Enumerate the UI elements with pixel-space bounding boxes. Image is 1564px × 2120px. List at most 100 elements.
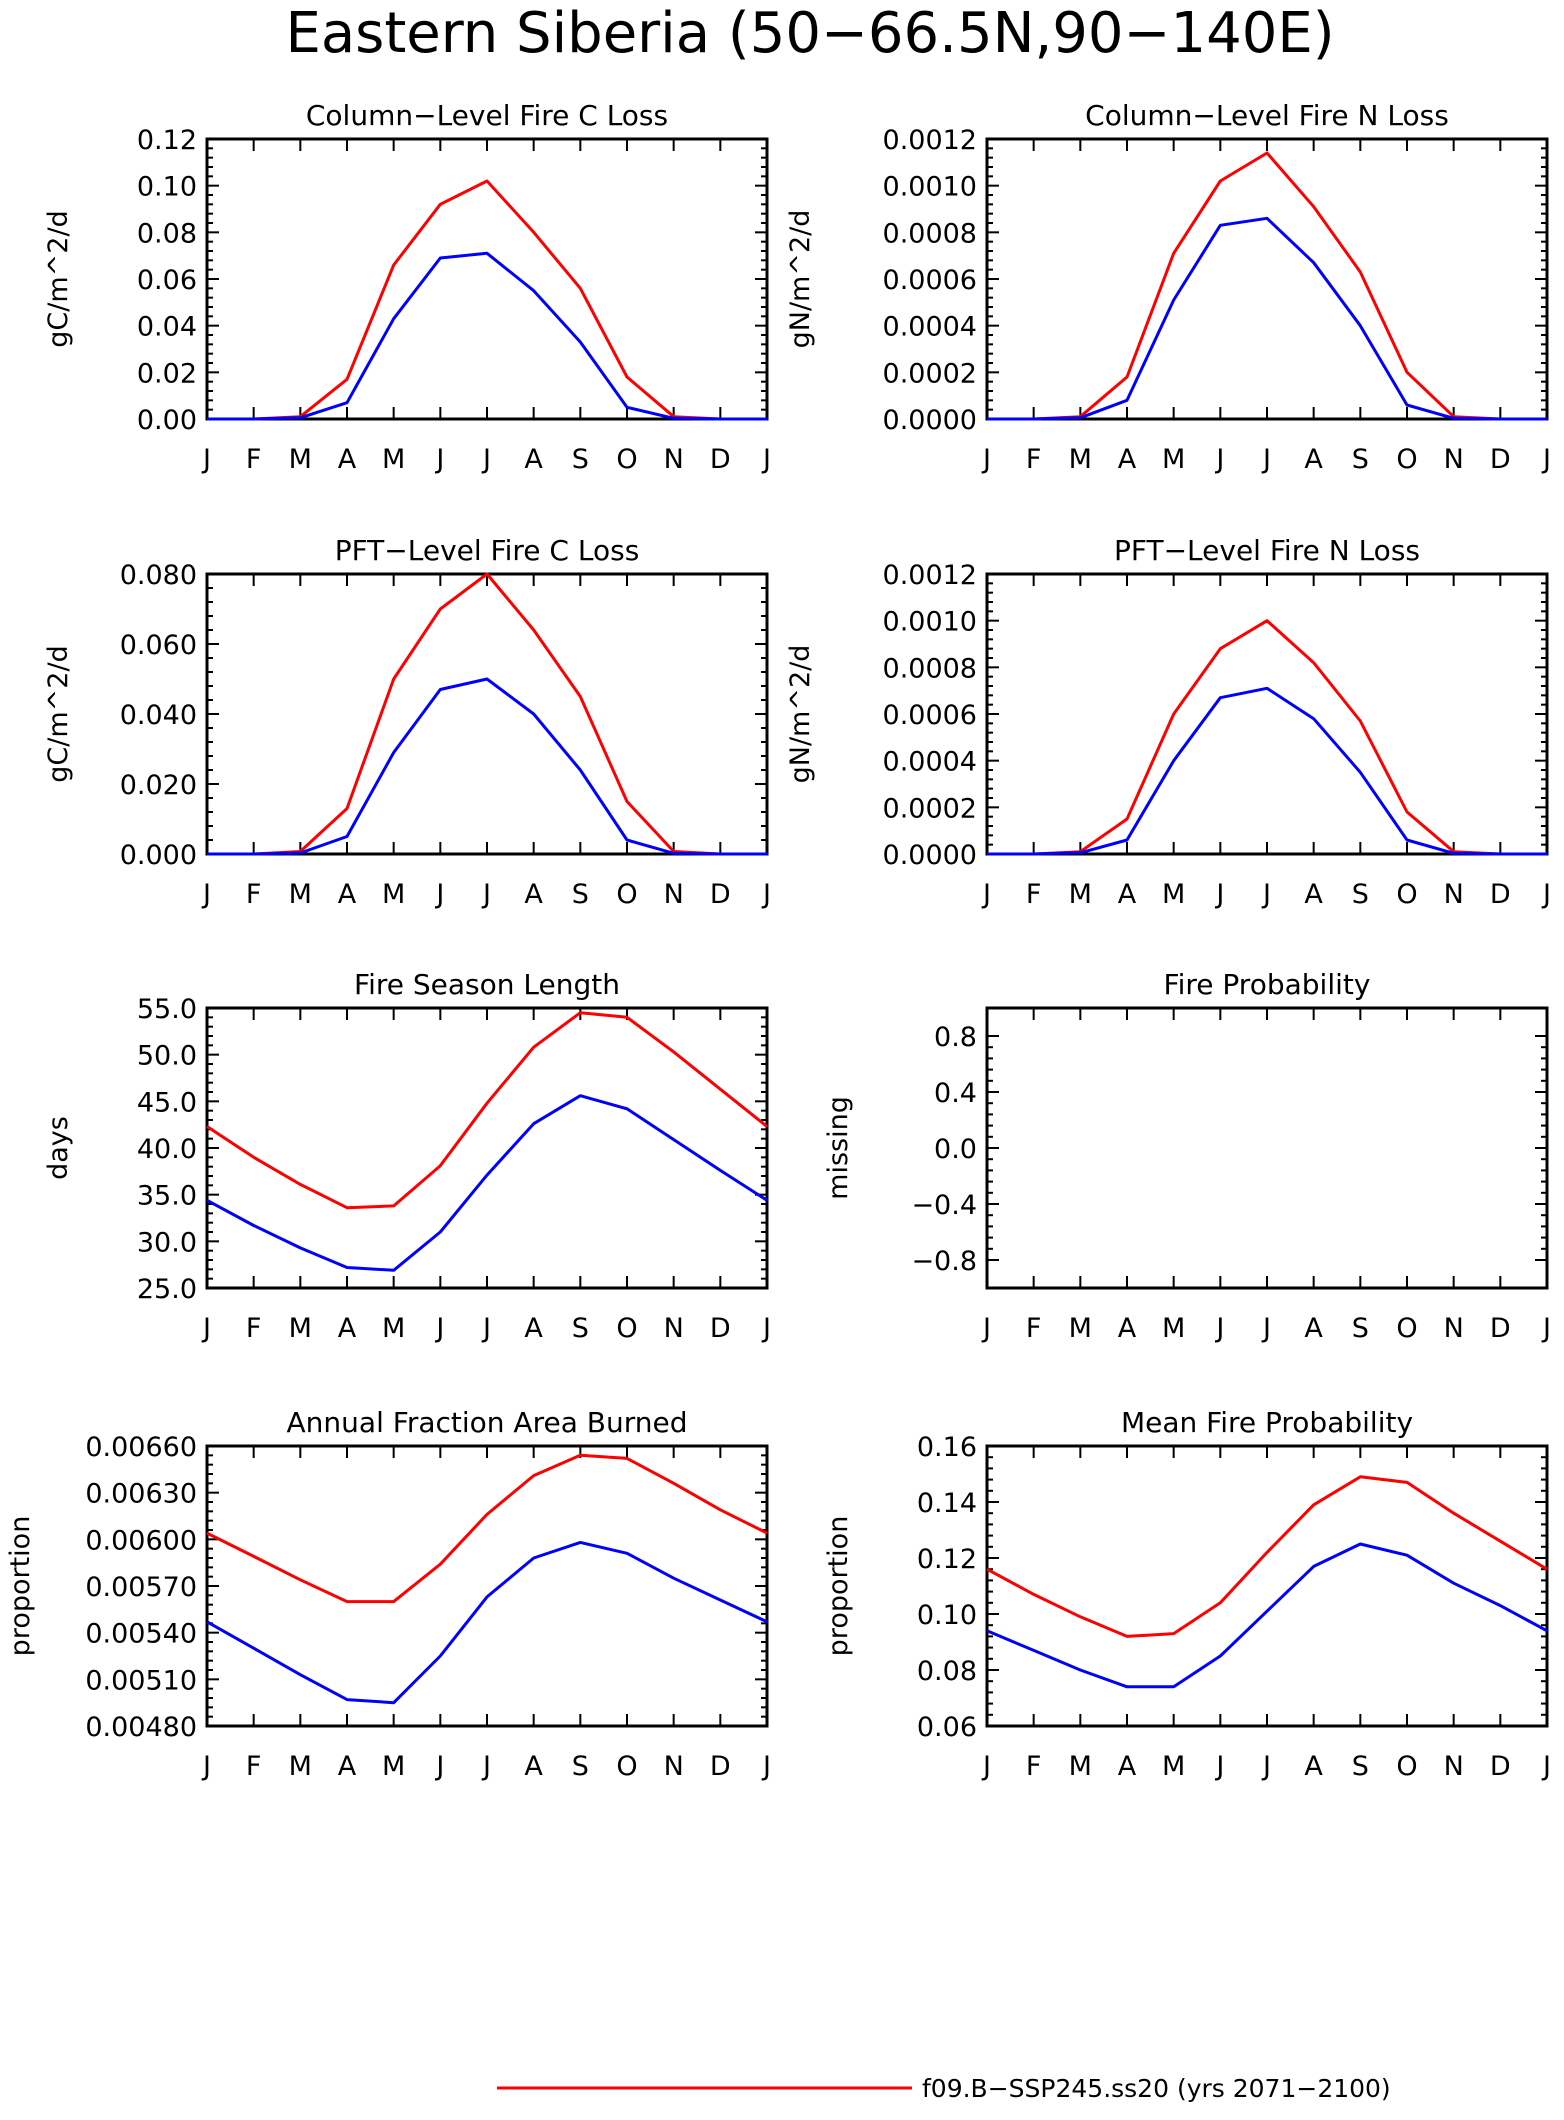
series-line — [206, 1540, 768, 1705]
x-tick-label: J — [981, 1313, 991, 1344]
series-line — [986, 1542, 1548, 1689]
panel-title: Fire Probability — [1164, 968, 1371, 1001]
x-tick-label: S — [1352, 879, 1369, 910]
y-tick-label: 0.00660 — [85, 1432, 197, 1463]
series-line — [987, 619, 1547, 856]
x-tick-label: J — [981, 1751, 991, 1782]
x-tick-label: J — [981, 444, 991, 475]
x-tick-label: F — [246, 879, 262, 910]
x-tick-label: N — [664, 1313, 684, 1344]
x-tick-label: O — [1396, 1751, 1417, 1782]
plot-frame — [205, 1006, 769, 1290]
y-tick-label: 45.0 — [137, 1087, 197, 1118]
y-tick-label: 0.8 — [934, 1022, 977, 1053]
y-tick-label: 0.0002 — [883, 358, 977, 389]
panel-title: Fire Season Length — [354, 968, 620, 1001]
y-tick-label: 25.0 — [137, 1274, 197, 1305]
x-tick-label: A — [1304, 1751, 1323, 1782]
y-tick-label: −0.4 — [911, 1190, 977, 1221]
x-tick-label: A — [1304, 1313, 1323, 1344]
y-axis-label: proportion — [823, 1516, 854, 1657]
x-tick-label: J — [481, 1313, 491, 1344]
panel-title: Annual Fraction Area Burned — [287, 1406, 688, 1439]
x-tick-label: S — [1352, 444, 1369, 475]
y-tick-label: 0.00600 — [85, 1525, 197, 1556]
x-tick-label: D — [1490, 879, 1511, 910]
y-tick-label: 0.16 — [917, 1432, 977, 1463]
series-line — [206, 1094, 768, 1272]
x-tick-label: F — [1026, 879, 1042, 910]
x-tick-label: N — [1444, 1751, 1464, 1782]
y-tick-label: −0.8 — [911, 1246, 977, 1277]
y-tick-label: 0.12 — [917, 1544, 977, 1575]
legend: f09.B−SSP245.ss20 (yrs 2071−2100) — [497, 2074, 1391, 2103]
x-tick-label: J — [1541, 444, 1551, 475]
x-tick-label: J — [481, 1751, 491, 1782]
x-tick-label: J — [434, 879, 444, 910]
x-tick-label: N — [1444, 879, 1464, 910]
x-tick-label: A — [1118, 444, 1137, 475]
x-tick-label: F — [1026, 1751, 1042, 1782]
x-tick-label: A — [338, 1751, 357, 1782]
x-tick-label: S — [1352, 1313, 1369, 1344]
x-tick-label: S — [572, 879, 589, 910]
x-tick-label: M — [289, 1751, 312, 1782]
y-tick-label: 0.00570 — [85, 1572, 197, 1603]
y-tick-label: 0.020 — [120, 770, 197, 801]
x-tick-label: D — [1490, 444, 1511, 475]
y-tick-label: 0.0010 — [883, 607, 977, 638]
y-tick-label: 0.06 — [917, 1712, 977, 1743]
x-tick-label: A — [338, 1313, 357, 1344]
x-tick-label: F — [1026, 444, 1042, 475]
x-tick-label: A — [338, 444, 357, 475]
x-tick-label: J — [761, 444, 771, 475]
x-tick-label: J — [1261, 1751, 1271, 1782]
x-tick-label: O — [1396, 444, 1417, 475]
x-tick-label: S — [1352, 1751, 1369, 1782]
x-tick-label: M — [382, 879, 405, 910]
x-tick-label: J — [1541, 1313, 1551, 1344]
y-axis-label: gN/m^2/d — [785, 210, 816, 349]
y-tick-label: 0.08 — [137, 218, 197, 249]
x-tick-label: M — [289, 879, 312, 910]
y-tick-label: 0.14 — [917, 1488, 977, 1519]
x-tick-label: M — [1069, 444, 1092, 475]
x-tick-label: M — [1069, 1751, 1092, 1782]
y-tick-label: 0.0006 — [883, 700, 977, 731]
series-line — [987, 686, 1547, 856]
x-tick-label: A — [524, 879, 543, 910]
y-tick-label: 0.0010 — [883, 172, 977, 203]
x-tick-label: M — [382, 1313, 405, 1344]
y-tick-label: 0.10 — [137, 172, 197, 203]
y-tick-label: 0.12 — [137, 125, 197, 156]
x-tick-label: O — [616, 1751, 637, 1782]
y-axis-label: gC/m^2/d — [43, 210, 74, 347]
x-tick-label: M — [289, 1313, 312, 1344]
x-tick-label: J — [201, 1751, 211, 1782]
x-tick-label: A — [338, 879, 357, 910]
x-tick-label: J — [1541, 879, 1551, 910]
x-tick-label: M — [1162, 1313, 1185, 1344]
x-tick-label: D — [710, 879, 731, 910]
x-tick-label: J — [1214, 1313, 1224, 1344]
x-tick-label: O — [1396, 879, 1417, 910]
x-tick-label: J — [201, 1313, 211, 1344]
y-tick-label: 0.0000 — [883, 405, 977, 436]
plot-frame — [205, 572, 769, 856]
y-tick-label: 0.0006 — [883, 265, 977, 296]
x-tick-label: M — [1162, 1751, 1185, 1782]
y-axis-label: gN/m^2/d — [785, 645, 816, 784]
plot-frame — [985, 572, 1549, 856]
x-tick-label: A — [524, 1751, 543, 1782]
x-tick-label: S — [572, 1751, 589, 1782]
x-tick-label: A — [1304, 444, 1323, 475]
y-tick-label: 0.000 — [120, 840, 197, 871]
x-tick-label: M — [1069, 1313, 1092, 1344]
x-tick-label: F — [246, 1751, 262, 1782]
